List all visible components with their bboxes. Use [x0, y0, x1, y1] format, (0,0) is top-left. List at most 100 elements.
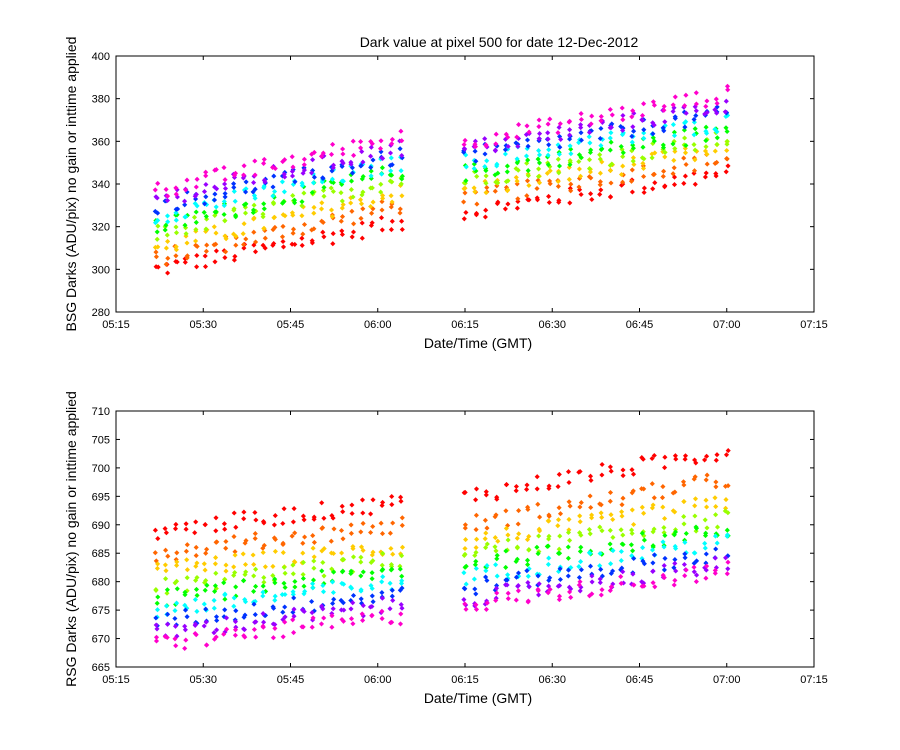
data-point: [514, 535, 520, 541]
data-point: [358, 573, 364, 579]
data-point: [231, 188, 237, 194]
data-point: [260, 583, 266, 589]
data-point: [683, 567, 689, 573]
data-point: [683, 142, 689, 149]
data-point: [348, 568, 354, 574]
data-point: [619, 565, 625, 571]
data-point: [471, 185, 477, 191]
data-point: [462, 137, 468, 143]
data-point: [368, 529, 374, 536]
y-tick-label: 690: [92, 520, 110, 532]
data-point: [704, 453, 710, 459]
data-point: [504, 163, 510, 169]
data-point: [165, 270, 171, 276]
data-point: [607, 498, 613, 504]
data-point: [193, 226, 199, 233]
data-point: [671, 157, 677, 163]
data-point: [712, 533, 719, 539]
data-point: [261, 542, 267, 548]
data-point: [331, 569, 337, 575]
data-point: [586, 174, 592, 180]
data-point: [482, 536, 488, 542]
data-point: [524, 482, 530, 488]
data-point: [182, 198, 188, 204]
data-point: [339, 214, 346, 220]
data-point: [212, 191, 218, 197]
data-point: [483, 606, 489, 612]
data-point: [631, 521, 637, 528]
data-point: [578, 544, 584, 550]
data-point: [474, 173, 480, 179]
data-point: [378, 520, 384, 526]
data-point: [692, 157, 698, 163]
data-point: [290, 589, 296, 595]
data-point: [629, 527, 635, 533]
data-point: [193, 219, 199, 225]
data-point: [164, 197, 171, 204]
data-point: [193, 184, 199, 190]
y-tick-label: 700: [92, 463, 110, 475]
data-point: [379, 502, 385, 509]
data-point: [212, 209, 218, 215]
data-point: [250, 189, 256, 195]
x-tick-label: 06:00: [364, 319, 392, 331]
data-point: [398, 498, 404, 504]
data-point: [261, 226, 267, 232]
data-point: [358, 544, 365, 550]
data-point: [610, 548, 616, 554]
data-point: [515, 521, 521, 527]
data-point: [462, 601, 468, 607]
data-point: [473, 497, 479, 503]
data-point: [339, 205, 345, 211]
data-point: [713, 546, 719, 552]
data-point: [173, 210, 179, 216]
data-point: [387, 580, 393, 586]
data-point: [557, 511, 564, 517]
data-point: [241, 245, 247, 251]
data-point: [233, 242, 239, 248]
y-tick-label: 320: [92, 222, 110, 234]
data-point: [536, 166, 542, 172]
data-point: [534, 486, 540, 492]
data-point: [338, 190, 344, 196]
data-point: [155, 264, 161, 270]
data-point: [349, 585, 355, 591]
data-point: [514, 156, 520, 162]
data-point: [299, 213, 305, 219]
data-point: [524, 537, 531, 543]
data-point: [681, 514, 687, 520]
data-point: [514, 205, 520, 211]
data-point: [330, 188, 336, 195]
data-point: [566, 479, 572, 486]
data-point: [310, 180, 317, 186]
data-point: [211, 242, 217, 248]
data-point: [301, 162, 307, 168]
data-point: [173, 244, 179, 250]
data-point: [184, 177, 190, 183]
data-point: [155, 244, 161, 250]
data-point: [241, 221, 247, 227]
data-point: [670, 508, 676, 514]
data-point: [702, 457, 708, 463]
data-point: [493, 562, 499, 568]
data-point: [398, 494, 404, 500]
data-point: [650, 131, 656, 137]
data-point: [222, 181, 228, 187]
data-point: [340, 178, 346, 184]
data-point: [619, 509, 625, 515]
data-point: [556, 546, 562, 552]
data-point: [651, 452, 657, 459]
data-point: [271, 214, 278, 220]
data-point: [350, 229, 357, 235]
y-tick-label: 685: [92, 548, 110, 560]
data-point: [473, 158, 479, 164]
data-point: [712, 570, 718, 576]
data-point: [389, 218, 395, 224]
x-tick-label: 07:00: [713, 319, 741, 331]
y-tick-label: 280: [92, 307, 110, 319]
data-point: [330, 606, 336, 612]
data-point: [598, 510, 604, 516]
data-point: [194, 176, 200, 182]
data-point: [360, 206, 366, 212]
data-point: [526, 584, 532, 590]
